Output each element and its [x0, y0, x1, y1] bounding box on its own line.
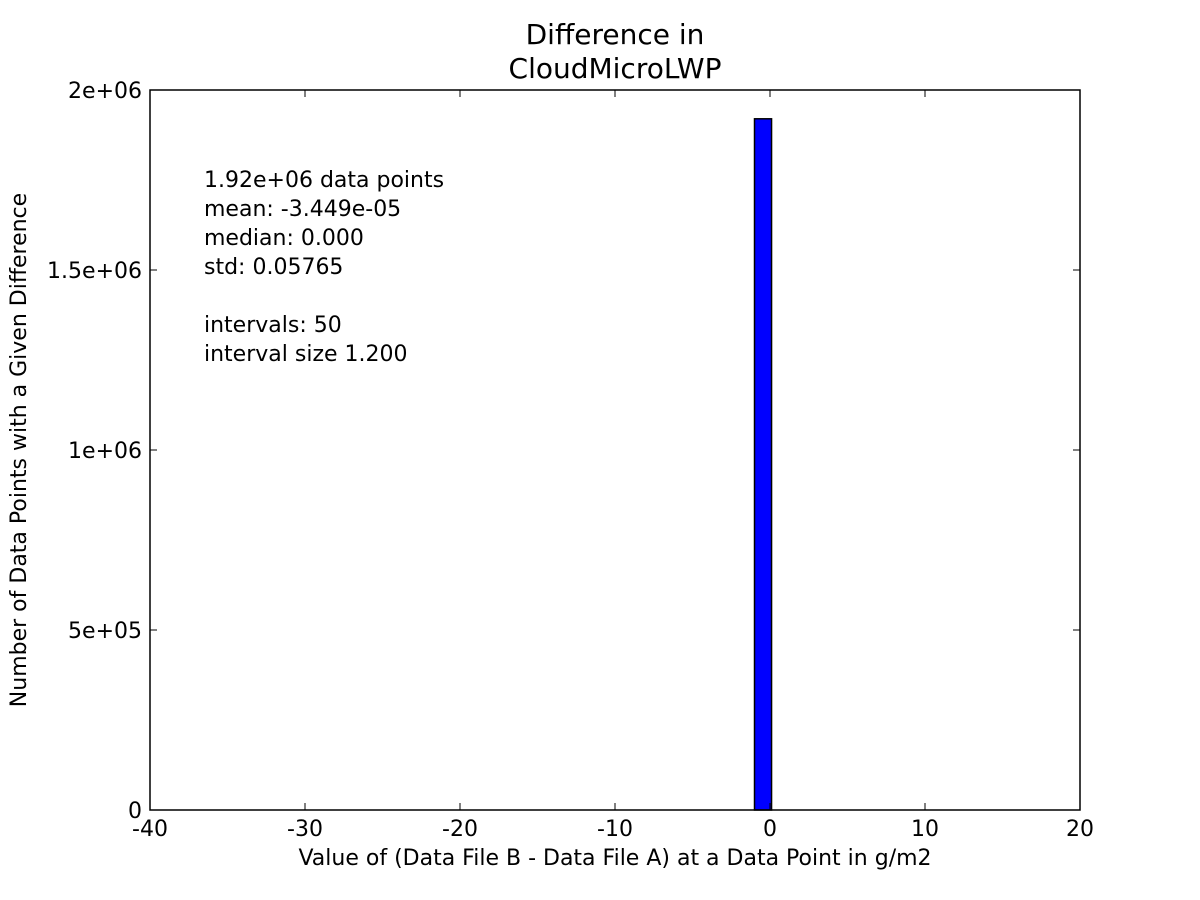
x-tick-label: -40	[132, 817, 168, 842]
stats-line: mean: -3.449e-05	[204, 197, 401, 222]
x-tick-label: 0	[763, 817, 777, 842]
y-tick-label: 1e+06	[68, 439, 142, 464]
x-axis-label: Value of (Data File B - Data File A) at …	[298, 846, 931, 871]
x-tick-label: 20	[1066, 817, 1094, 842]
chart-title-line: CloudMicroLWP	[509, 52, 722, 85]
y-tick-label: 2e+06	[68, 79, 142, 104]
x-tick-label: 10	[911, 817, 939, 842]
x-axis-ticks: -40 -30 -20 -10 0 10 20	[132, 90, 1094, 842]
x-tick-label: -20	[442, 817, 478, 842]
x-tick-label: -30	[287, 817, 323, 842]
y-axis-ticks: 0 5e+05 1e+06 1.5e+06 2e+06	[47, 79, 1080, 824]
y-tick-label: 1.5e+06	[47, 259, 142, 284]
histogram-bar	[753, 118, 773, 811]
chart-title-line: Difference in	[526, 18, 705, 51]
stats-line: median: 0.000	[204, 226, 364, 251]
y-tick-label: 5e+05	[68, 619, 142, 644]
y-tick-label: 0	[128, 799, 142, 824]
stats-line: 1.92e+06 data points	[204, 168, 444, 193]
stats-line: interval size 1.200	[204, 342, 408, 367]
stats-line: intervals: 50	[204, 313, 342, 338]
bars	[753, 118, 773, 811]
stats-annotation: 1.92e+06 data points mean: -3.449e-05 medi…	[204, 168, 444, 367]
x-tick-label: -10	[597, 817, 633, 842]
stats-line: std: 0.05765	[204, 255, 343, 280]
y-axis-label: Number of Data Points with a Given Diffe…	[7, 193, 32, 707]
